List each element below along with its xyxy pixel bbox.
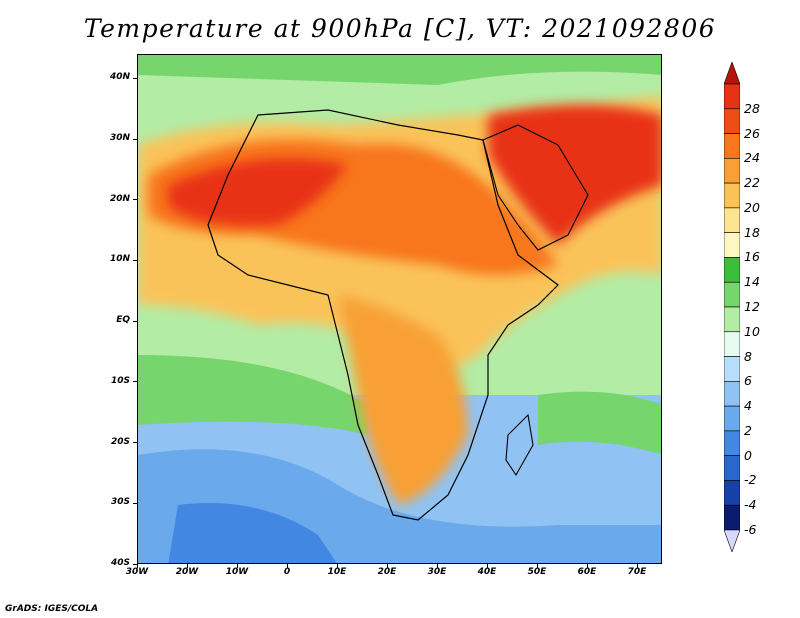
map-panel — [137, 54, 662, 564]
lon-label: 70E — [627, 567, 647, 577]
colorbar-label: 4 — [744, 398, 752, 414]
lat-tick — [133, 320, 137, 322]
colorbar-label: 20 — [744, 199, 760, 215]
colorbar-label: 24 — [744, 150, 760, 166]
colorbar-label: 16 — [744, 249, 760, 265]
lon-label: 30E — [427, 567, 447, 577]
lat-label: 30N — [109, 133, 130, 143]
colorbar-label: 14 — [744, 274, 760, 290]
indian-ocean-band — [538, 391, 661, 455]
colorbar-segment — [724, 504, 740, 531]
lat-tick — [133, 442, 137, 444]
colorbar-segment — [724, 257, 740, 283]
lon-tick — [336, 564, 338, 568]
lon-tick — [286, 564, 288, 568]
lon-label: 20E — [377, 567, 397, 577]
lon-tick — [486, 564, 488, 568]
lon-tick — [636, 564, 638, 568]
madagascar-coastline — [505, 413, 534, 477]
lat-label: 30S — [110, 497, 130, 508]
colorbar-label: 0 — [744, 447, 752, 463]
lon-tick — [586, 564, 588, 568]
lon-label: 60E — [577, 567, 597, 577]
lon-label: 20W — [175, 567, 199, 577]
chart-title: Temperature at 900hPa [C], VT: 202109280… — [83, 14, 717, 43]
colorbar-label: 28 — [744, 100, 760, 116]
lat-tick — [133, 381, 137, 383]
lon-label: 30W — [125, 567, 149, 577]
lat-tick — [133, 138, 137, 140]
south-africa-warm — [338, 295, 468, 505]
colorbar-label: 10 — [744, 323, 760, 339]
lon-tick — [536, 564, 538, 568]
lon-label: 0 — [283, 567, 291, 577]
arabia-coastline — [482, 124, 589, 251]
lat-tick — [133, 502, 137, 504]
lon-tick — [386, 564, 388, 568]
colorbar-label: 6 — [744, 373, 752, 389]
colorbar-segment — [724, 182, 740, 209]
lon-tick — [136, 564, 138, 568]
colorbar-label: 2 — [744, 422, 752, 438]
colorbar-segment — [724, 281, 740, 308]
lon-label: 10W — [225, 567, 249, 577]
colorbar-bottom-arrow — [724, 529, 740, 552]
south-atlantic-band — [138, 355, 368, 435]
colorbar-label: 26 — [744, 125, 760, 141]
colorbar-segment — [724, 455, 740, 481]
colorbar-label: 12 — [744, 299, 760, 314]
colorbar-label: -4 — [744, 497, 757, 513]
colorbar-label: -6 — [744, 522, 757, 537]
lon-label: 40E — [477, 567, 497, 577]
colorbar-segment — [724, 381, 740, 407]
lat-tick — [133, 77, 137, 79]
colorbar-segment — [724, 108, 740, 134]
colorbar-segment — [724, 232, 740, 258]
colorbar-label: -2 — [744, 472, 757, 488]
lat-label: 20N — [109, 193, 130, 204]
colorbar-segment — [724, 158, 740, 184]
lat-tick — [133, 259, 137, 261]
arabia-hot-core — [488, 105, 661, 245]
temperature-map — [138, 55, 661, 563]
colorbar — [724, 62, 740, 552]
colorbar-label: 8 — [744, 348, 752, 364]
africa-coastline — [207, 109, 559, 521]
colorbar-label: 18 — [744, 224, 760, 240]
north-band — [138, 55, 661, 85]
colorbar-segment — [724, 480, 740, 506]
colorbar-segment — [724, 356, 740, 382]
lat-label: 40N — [109, 72, 130, 83]
colorbar-segment — [724, 207, 740, 233]
credit-label: GrADS: IGES/COLA — [5, 604, 99, 614]
colorbar-label: 22 — [744, 175, 760, 191]
lat-label: 40S — [110, 558, 130, 568]
lon-tick — [186, 564, 188, 568]
colorbar-segment — [724, 133, 740, 159]
lat-tick — [133, 563, 137, 565]
colorbar-segment — [724, 405, 740, 432]
colorbar-segment — [724, 331, 740, 357]
lat-label: 10S — [110, 375, 130, 386]
lat-tick — [133, 199, 137, 201]
cold-core — [168, 503, 337, 563]
lon-label: 50E — [527, 567, 547, 577]
colorbar-segment — [724, 306, 740, 333]
lon-tick — [436, 564, 438, 568]
lon-label: 10E — [327, 567, 347, 577]
lon-tick — [236, 564, 238, 568]
sahara-hot-core — [168, 158, 348, 226]
colorbar-segment — [724, 83, 740, 110]
lat-label: 20S — [110, 436, 130, 447]
lat-label: EQ — [116, 315, 130, 326]
lat-label: 10N — [109, 254, 130, 265]
colorbar-segment — [724, 430, 740, 456]
colorbar-top-arrow — [724, 62, 740, 85]
